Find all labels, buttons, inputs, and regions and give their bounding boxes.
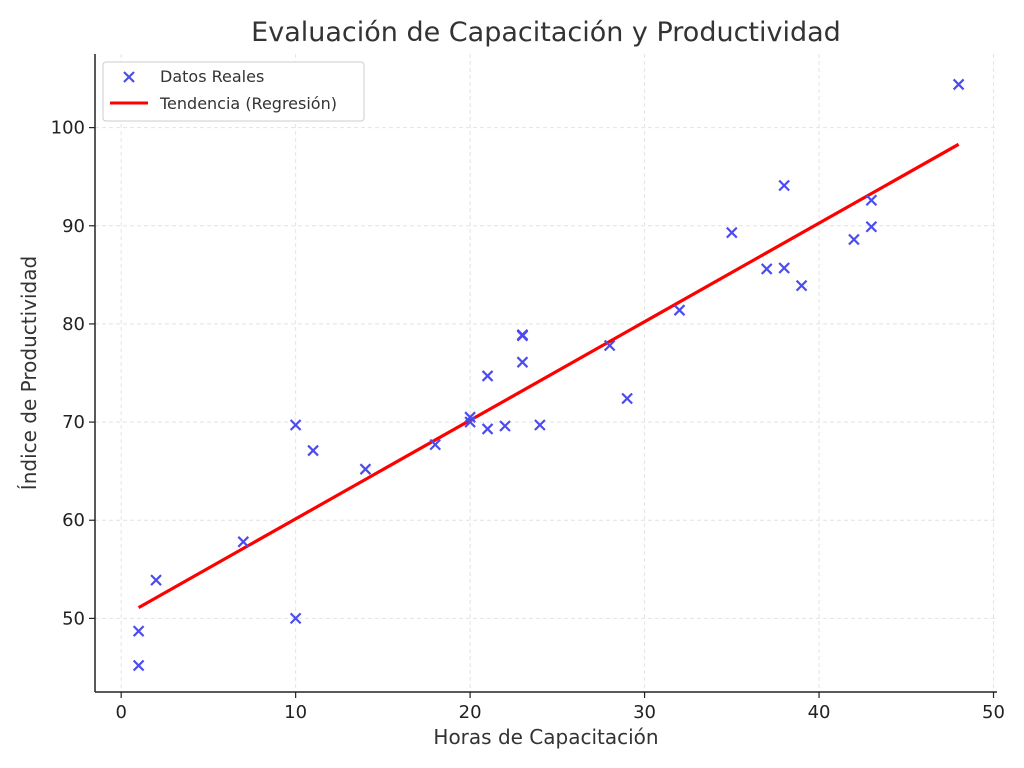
y-tick-label: 90 — [62, 216, 85, 237]
data-point — [603, 339, 616, 352]
y-tick-label: 60 — [62, 510, 85, 531]
data-point — [132, 625, 145, 637]
legend: Datos Reales Tendencia (Regresión) — [102, 61, 365, 122]
data-point — [516, 329, 529, 342]
legend-x-marker — [123, 71, 135, 83]
data-point — [237, 536, 250, 548]
plot-area — [132, 78, 965, 672]
data-point — [481, 423, 494, 435]
y-tick-label: 100 — [51, 118, 85, 139]
ticks: 0 10 20 30 40 50 50 60 70 80 90 100 — [51, 118, 1005, 723]
y-tick-label: 80 — [62, 314, 85, 335]
x-axis-label: Horas de Capacitación — [433, 725, 658, 749]
data-point — [464, 416, 476, 428]
data-point — [359, 463, 372, 475]
data-point — [150, 574, 162, 586]
data-point — [307, 444, 319, 457]
x-tick-label: 10 — [284, 702, 307, 723]
data-point — [289, 612, 302, 625]
regression-line — [137, 142, 960, 609]
x-tick-label: 40 — [808, 702, 831, 723]
data-point — [848, 233, 860, 246]
data-point — [795, 279, 808, 292]
y-tick-label: 50 — [62, 608, 85, 629]
data-point — [726, 226, 738, 239]
legend-label-datos-reales: Datos Reales — [160, 67, 264, 86]
data-point — [952, 78, 965, 91]
data-point — [778, 179, 790, 192]
y-axis-label: Índice de Productividad — [17, 256, 41, 490]
x-tick-label: 0 — [115, 702, 126, 723]
legend-label-tendencia: Tendencia (Regresión) — [159, 94, 337, 113]
data-point — [429, 438, 441, 451]
data-point — [289, 419, 302, 431]
data-point — [865, 194, 878, 207]
data-point — [865, 220, 878, 233]
data-point — [132, 659, 145, 672]
y-tick-label: 70 — [62, 412, 85, 433]
data-point — [673, 304, 686, 316]
data-point — [516, 356, 529, 368]
x-tick-label: 20 — [459, 702, 482, 723]
legend-box — [102, 61, 365, 122]
grid — [95, 54, 997, 692]
chart-title: Evaluación de Capacitación y Productivid… — [251, 17, 841, 48]
x-tick-label: 50 — [982, 702, 1005, 723]
data-point — [464, 411, 476, 423]
legend-marker-datos-reales — [123, 71, 135, 83]
axes — [94, 54, 997, 693]
data-point — [499, 420, 511, 432]
x-tick-label: 30 — [633, 702, 656, 723]
data-point — [534, 419, 546, 431]
data-point — [481, 370, 494, 382]
data-point — [778, 262, 790, 274]
data-point — [621, 392, 633, 405]
data-point — [760, 263, 773, 275]
